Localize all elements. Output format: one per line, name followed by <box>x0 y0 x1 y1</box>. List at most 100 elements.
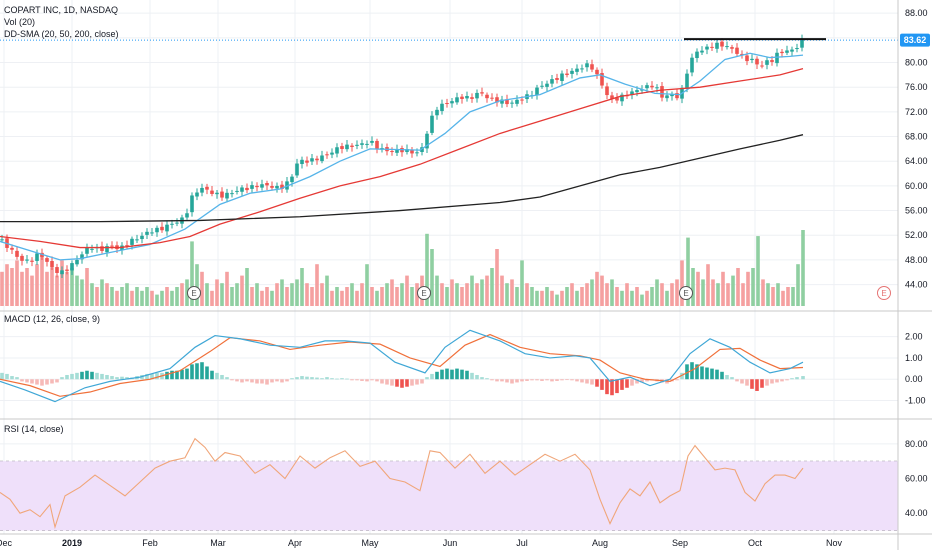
candle-body <box>545 83 549 87</box>
volume-bar <box>605 283 609 306</box>
volume-bar <box>540 290 544 306</box>
signal-line <box>0 333 804 397</box>
volume-bar <box>205 283 209 306</box>
macd-histogram-bar <box>55 379 59 383</box>
volume-bar <box>480 279 484 306</box>
candle-body <box>795 48 799 50</box>
volume-bar <box>675 279 679 306</box>
candle-body <box>160 226 164 231</box>
candle-body <box>665 95 669 99</box>
candle-body <box>290 176 294 183</box>
candle-body <box>145 231 149 235</box>
last-price-badge: 83.62 <box>900 33 930 47</box>
volume-bar <box>686 237 690 306</box>
candle-body <box>720 41 724 47</box>
candle-body <box>105 246 109 253</box>
volume-bar <box>125 283 129 306</box>
macd-histogram-bar <box>65 374 69 380</box>
volume-bar <box>555 294 559 306</box>
macd-histogram-bar <box>575 379 579 382</box>
candle-body <box>420 147 424 152</box>
volume-bar <box>505 283 509 306</box>
candle-body <box>60 270 64 275</box>
macd-histogram-bar <box>470 372 474 380</box>
macd-tick-label: 0.00 <box>905 374 923 384</box>
volume-bar <box>500 275 504 306</box>
macd-histogram-bar <box>545 379 549 381</box>
volume-bar <box>435 275 439 306</box>
time-tick-label: Sep <box>672 538 688 548</box>
macd-histogram-bar <box>590 379 594 385</box>
volume-bar <box>615 287 619 306</box>
macd-histogram-bar <box>715 369 719 380</box>
candle-body <box>30 260 34 262</box>
volume-bar <box>355 290 359 306</box>
price-tick-label: 68.00 <box>905 132 928 142</box>
macd-histogram-bar <box>770 379 774 384</box>
macd-histogram-bar <box>520 379 524 382</box>
candle-body <box>100 246 104 251</box>
volume-bar <box>175 287 179 306</box>
macd-histogram-bar <box>405 379 409 387</box>
volume-bar <box>255 283 259 306</box>
volume-bar <box>115 290 119 306</box>
macd-histogram-bar <box>440 369 444 380</box>
macd-histogram-bar <box>615 379 619 394</box>
macd-histogram-bar <box>185 368 189 380</box>
macd-histogram-bar <box>790 378 794 380</box>
candle-body <box>760 65 764 67</box>
macd-histogram-bar <box>0 372 4 380</box>
volume-bar <box>721 271 725 306</box>
volume-bar <box>340 290 344 306</box>
macd-histogram-bar <box>5 373 9 380</box>
candle-body <box>455 97 459 103</box>
candle-body <box>355 144 359 146</box>
time-tick-label: 2019 <box>62 538 82 548</box>
macd-pane <box>0 329 805 403</box>
volume-bar <box>771 287 775 306</box>
volume-bar <box>610 279 614 306</box>
candle-body <box>190 195 194 213</box>
candle-body <box>260 184 264 188</box>
volume-bar <box>70 268 74 306</box>
candle-body <box>340 146 344 149</box>
macd-histogram-bar <box>300 376 304 380</box>
volume-bar <box>170 290 174 306</box>
time-tick-label: Oct <box>748 538 763 548</box>
time-tick-label: May <box>361 538 379 548</box>
volume-bar <box>585 283 589 306</box>
macd-histogram-bar <box>400 379 404 388</box>
macd-histogram-bar <box>350 379 354 381</box>
candle-body <box>125 245 129 247</box>
macd-histogram-bar <box>705 367 709 380</box>
candle-body <box>585 63 589 68</box>
volume-bar <box>731 275 735 306</box>
candle-body <box>20 255 24 261</box>
macd-histogram-bar <box>305 376 309 380</box>
candle-body <box>330 152 334 155</box>
volume-bar <box>10 268 14 306</box>
candle-body <box>495 97 499 103</box>
candle-body <box>245 187 249 191</box>
candle-body <box>555 78 559 80</box>
volume-bar <box>90 283 94 306</box>
macd-histogram-bar <box>175 370 179 380</box>
candle-body <box>265 183 269 186</box>
volume-bar <box>365 264 369 306</box>
macd-histogram-bar <box>745 379 749 386</box>
rsi-band <box>0 461 898 531</box>
sma-50-line <box>0 68 804 249</box>
volume-bar <box>696 271 700 306</box>
macd-histogram-bar <box>730 377 734 380</box>
volume-bar <box>40 252 44 306</box>
volume-bar <box>325 275 329 306</box>
volume-bar <box>495 249 499 306</box>
volume-bar <box>195 264 199 306</box>
candle-body <box>590 64 594 70</box>
macd-histogram-bar <box>210 370 214 380</box>
volume-bar <box>15 260 19 306</box>
candle-body <box>280 184 284 189</box>
volume-bar <box>295 279 299 306</box>
